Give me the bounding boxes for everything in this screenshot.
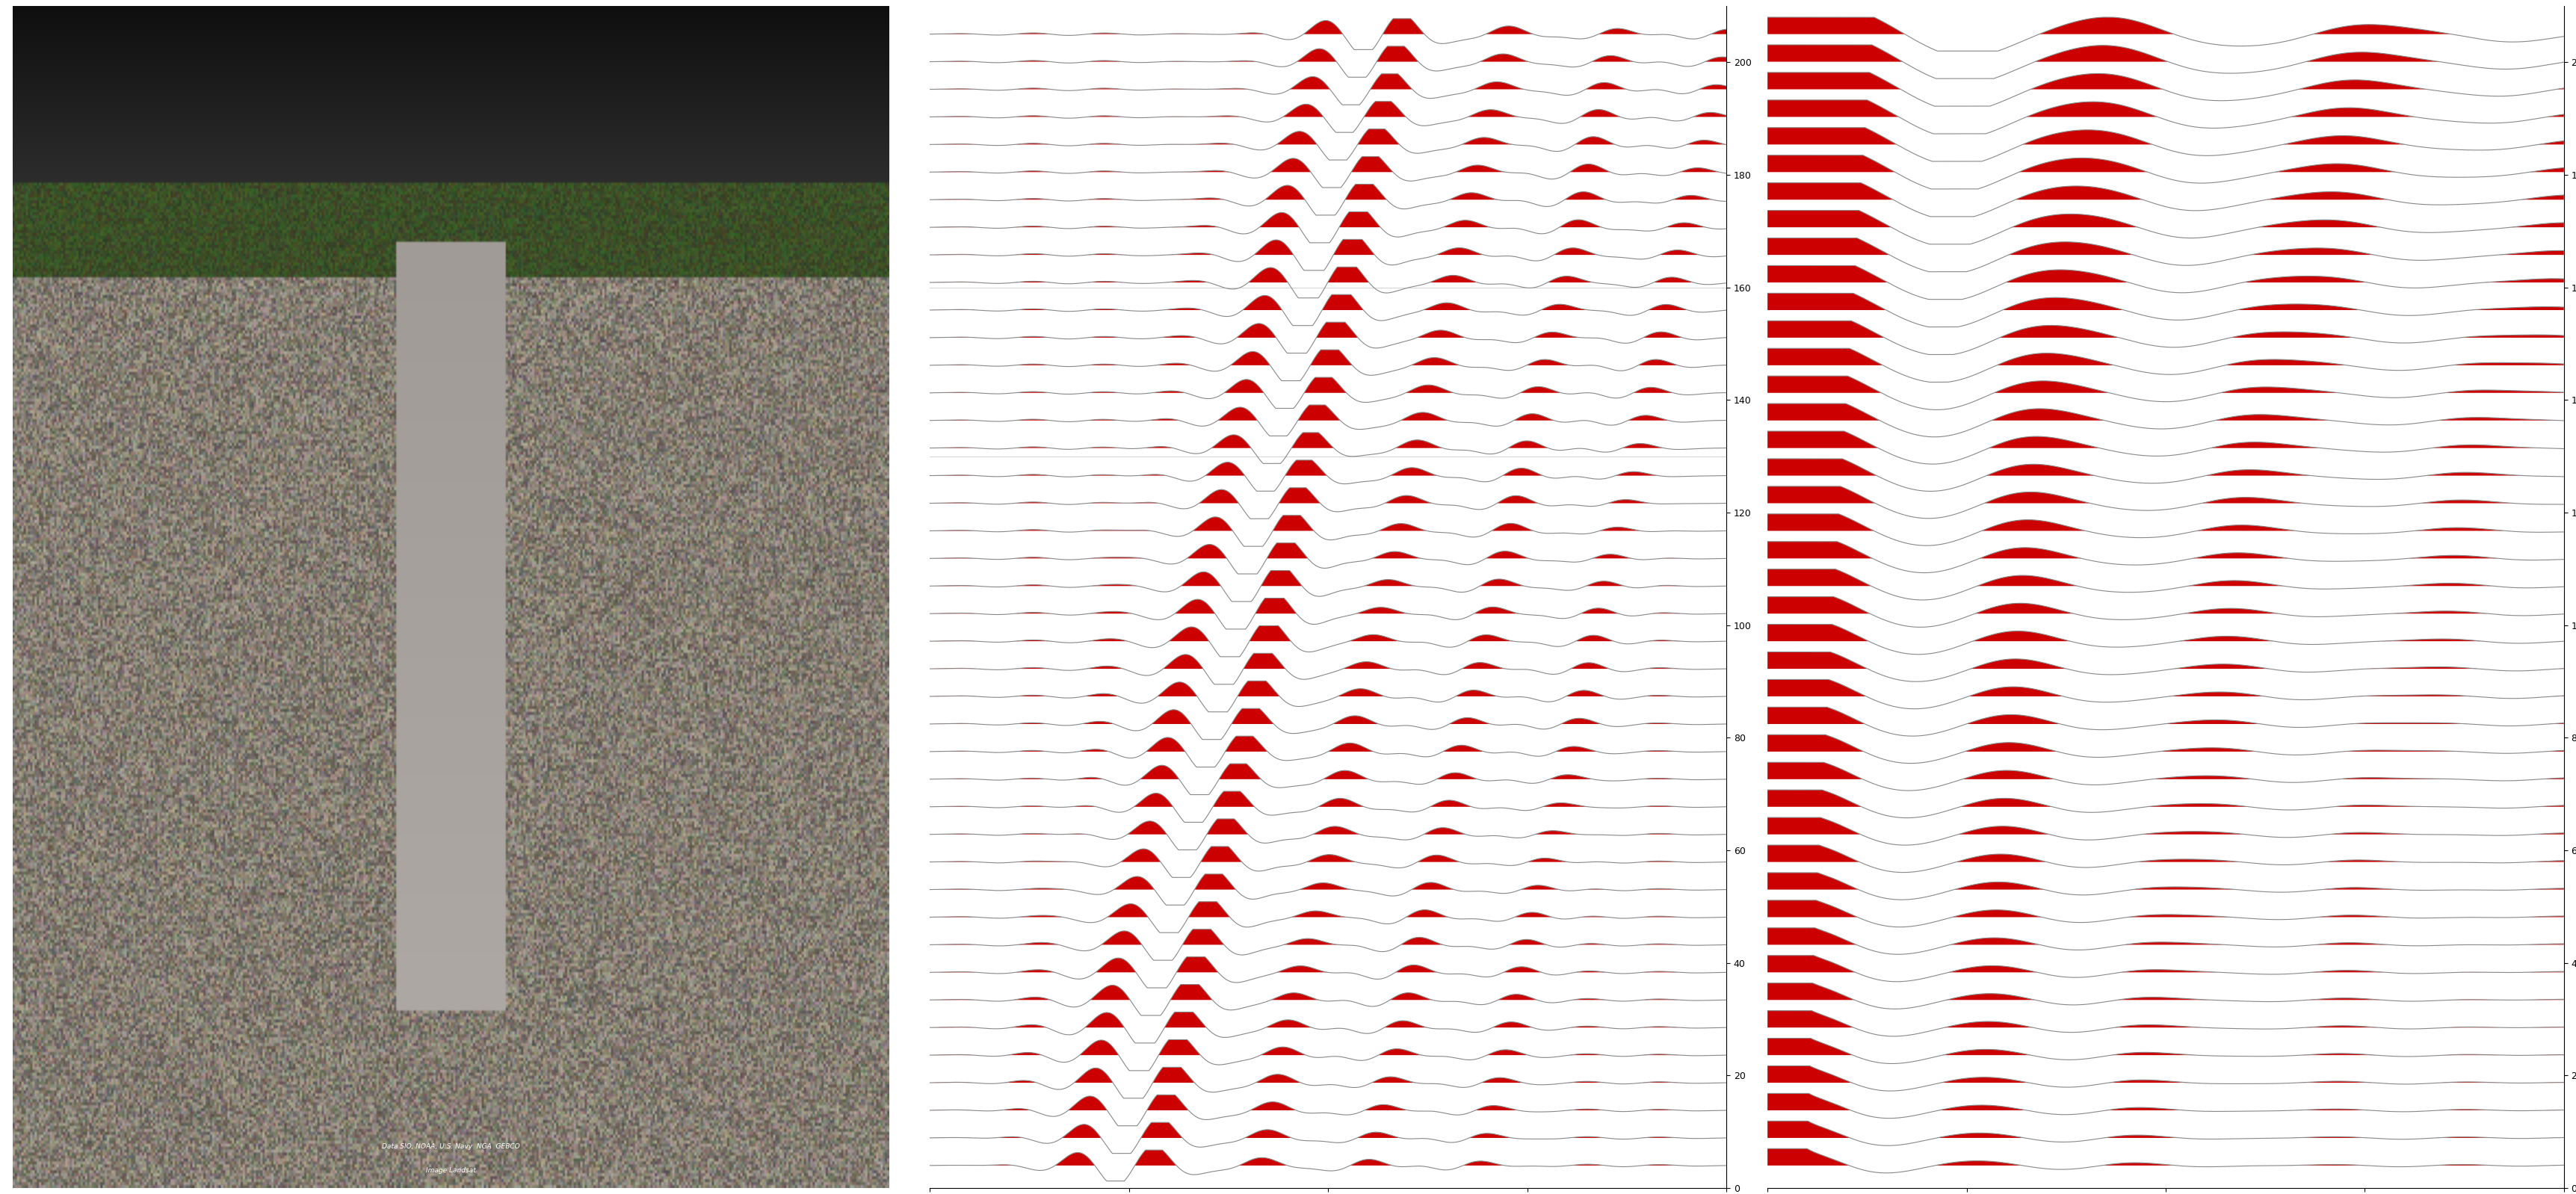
Text: Data SIO, NOAA, U.S. Navy  NGA  GEBCO: Data SIO, NOAA, U.S. Navy NGA GEBCO <box>381 1144 520 1150</box>
Text: Image Landsat: Image Landsat <box>425 1167 477 1174</box>
